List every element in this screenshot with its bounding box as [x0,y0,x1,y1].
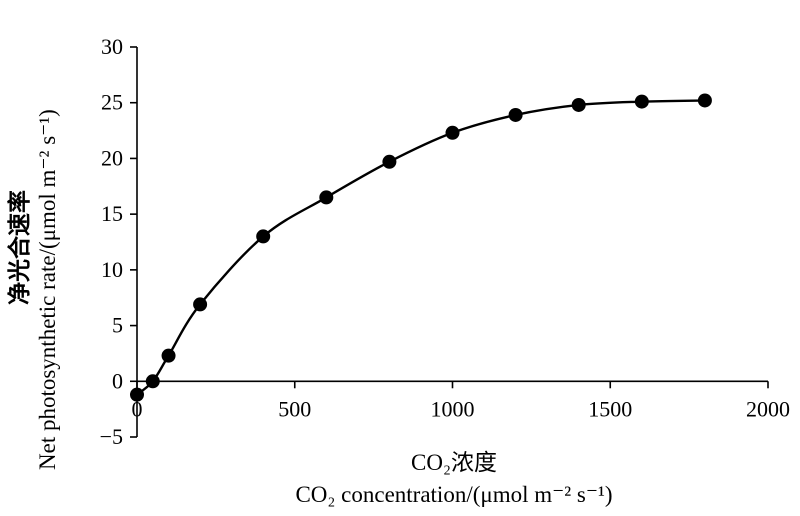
y-tick-label: 20 [101,145,123,170]
x-tick-label: 2000 [746,396,790,421]
data-point [508,107,523,122]
data-point [161,348,176,363]
x-axis-title-cn: CO₂浓度 [411,450,497,475]
y-tick-label: 0 [112,368,123,393]
y-axis-title-cn: 净光合速率 [6,190,32,305]
data-point [445,125,460,140]
x-tick-label: 1500 [588,396,632,421]
tick-labels-layer: −5 0 5 10 15 20 25 30 0 500 1000 1500 2000 [100,34,790,449]
y-tick-label: 15 [101,201,123,226]
fit-curve [136,99,705,396]
y-tick-label: 10 [101,257,123,282]
data-point [193,297,208,312]
axes [130,46,769,438]
data-point [130,387,144,402]
y-axis-title: Net photosynthetic rate/(μmol m⁻² s⁻¹) [35,109,60,470]
x-tick-label: 500 [278,396,311,421]
data-point [256,229,271,244]
data-point [634,94,649,109]
data-point [382,154,397,169]
y-tick-label: 30 [101,34,123,59]
x-tick-label: 1000 [431,396,475,421]
data-point [145,374,160,389]
data-point [319,190,334,205]
data-points-layer [130,93,712,402]
y-tick-label: 25 [101,90,123,115]
data-point [697,93,712,108]
fit-curve-layer [136,99,705,396]
y-tick-label: −5 [100,424,123,449]
data-point [571,97,586,112]
y-tick-label: 5 [112,313,123,338]
x-tick-label: 0 [132,396,143,421]
x-axis-title: CO₂ concentration/(μmol m⁻² s⁻¹) [295,482,612,507]
